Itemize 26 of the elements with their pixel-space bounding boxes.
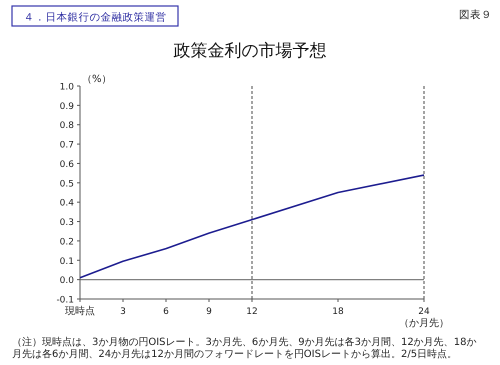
y-tick-label: 0.0 — [60, 276, 74, 286]
x-tick-label: 9 — [206, 307, 212, 317]
y-tick-label: 0.6 — [60, 160, 74, 170]
line-series — [79, 174, 425, 278]
x-tick-label: 24 — [418, 307, 430, 317]
y-axis-title: （%） — [82, 74, 112, 85]
x-tick-label: 18 — [332, 307, 344, 317]
x-tick-label: 3 — [120, 307, 126, 317]
y-tick-label: 0.1 — [60, 256, 74, 267]
y-tick-label: 0.7 — [60, 140, 74, 151]
y-tick-label: 0.9 — [60, 102, 74, 112]
x-axis-title: （か月先） — [399, 317, 449, 329]
y-tick-label: 0.2 — [60, 237, 74, 248]
text: 図表９ — [459, 8, 492, 21]
y-tick-label: 0.4 — [60, 198, 74, 209]
x-tick-label: 6 — [163, 307, 170, 317]
y-tick-label: 1.0 — [60, 82, 74, 92]
x-tick-label: 12 — [246, 307, 258, 317]
y-tick-label: 0.5 — [60, 179, 74, 190]
y-tick-label: 0.8 — [60, 121, 74, 132]
chart-title: 政策金利の市場予想 — [174, 41, 326, 61]
y-tick-label: 0.3 — [60, 218, 74, 228]
y-tick-label: -0.1 — [56, 296, 74, 306]
x-tick-label: 現時点 — [65, 305, 95, 317]
text: （注）現時点は、3か月物の円OISレート。3か月先、6か月先、9か月先は各3か月間、12か月先、18か月先は各6か月間、24か月先は12か月間のフォワードレートを円OISレートから算出。2/5日時点。 — [12, 336, 476, 360]
text: ４．日本銀行の金融政策運営 — [24, 10, 166, 24]
